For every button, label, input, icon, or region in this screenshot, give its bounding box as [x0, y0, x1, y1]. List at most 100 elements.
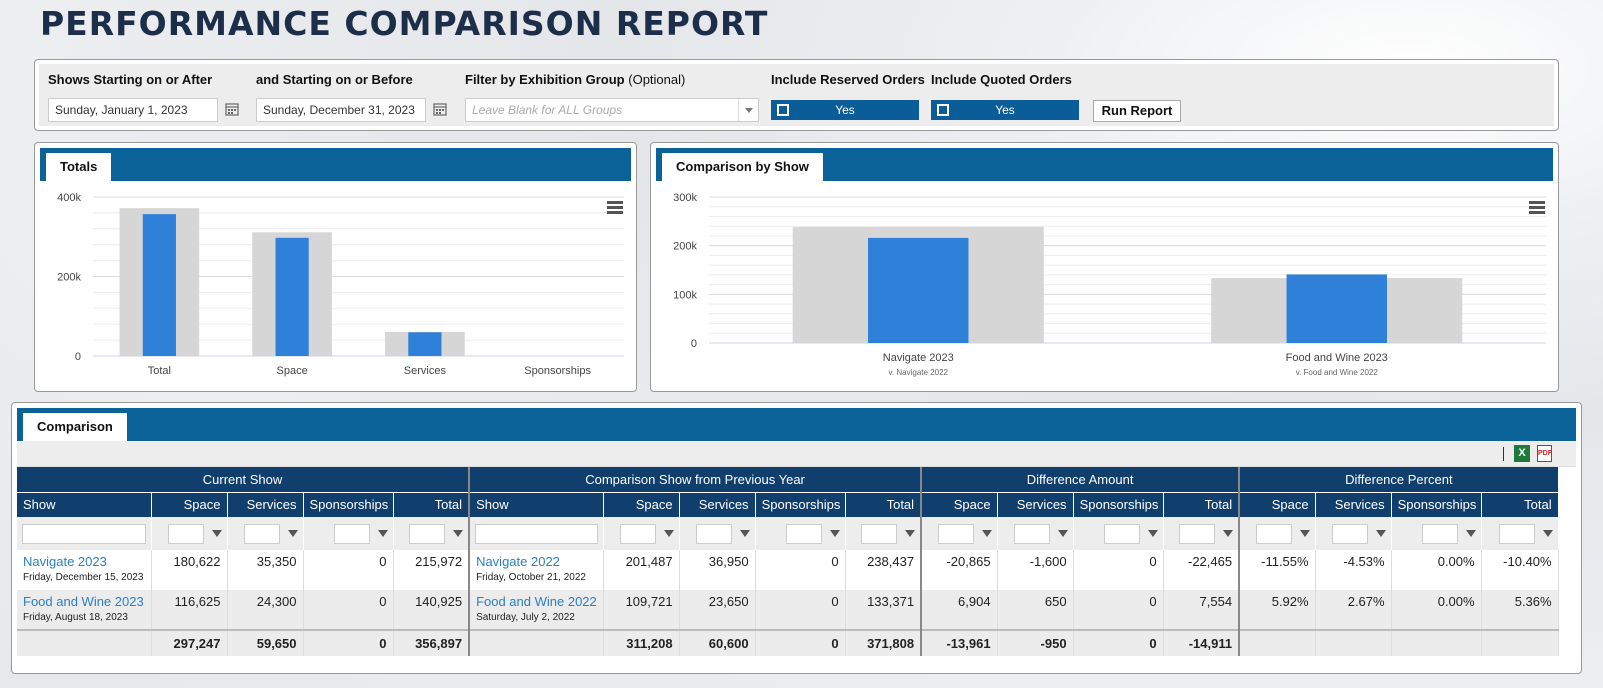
column-header-total[interactable]: Total [1481, 491, 1559, 517]
start-date-input[interactable]: Sunday, January 1, 2023 [48, 98, 218, 122]
numeric-filter-input[interactable] [333, 523, 370, 544]
total-cell: 60,600 [679, 629, 756, 656]
excel-export-icon[interactable]: X [1514, 445, 1530, 462]
filter-funnel-icon[interactable] [1375, 530, 1386, 537]
numeric-filter-input[interactable] [695, 523, 732, 544]
numeric-filter-input[interactable] [1255, 523, 1292, 544]
numeric-filter-input[interactable] [409, 523, 446, 544]
column-header-show[interactable]: Show [17, 491, 152, 517]
y-tick-label: 300k [673, 192, 697, 204]
filter-funnel-icon[interactable] [1465, 530, 1476, 537]
y-tick-label: 400k [57, 192, 81, 204]
column-header-services[interactable]: Services [997, 491, 1074, 517]
numeric-filter-input[interactable] [785, 523, 822, 544]
tab-comparison-by-show[interactable]: Comparison by Show [662, 153, 823, 181]
numeric-filter-input[interactable] [1421, 523, 1458, 544]
filter-funnel-icon[interactable] [663, 530, 674, 537]
column-header-services[interactable]: Services [1315, 491, 1392, 517]
numeric-filter-input[interactable] [167, 523, 204, 544]
show-filter-input[interactable] [475, 523, 598, 544]
column-header-show[interactable]: Show [468, 491, 604, 517]
total-cell [17, 629, 152, 656]
filter-funnel-icon[interactable] [453, 530, 464, 537]
numeric-filter-input[interactable] [1013, 523, 1050, 544]
column-header-sponsorships[interactable]: Sponsorships [1073, 491, 1164, 517]
total-cell [468, 629, 604, 656]
filter-funnel-icon[interactable] [1223, 530, 1234, 537]
filter-funnel-icon[interactable] [905, 530, 916, 537]
quoted-orders-value: Yes [995, 103, 1015, 117]
column-header-total[interactable]: Total [845, 491, 922, 517]
difference-cell: 650 [997, 590, 1074, 630]
filter-funnel-icon[interactable] [981, 530, 992, 537]
quoted-orders-toggle[interactable]: Yes [931, 100, 1079, 120]
column-header-sponsorships[interactable]: Sponsorships [1391, 491, 1482, 517]
filter-funnel-icon[interactable] [211, 530, 222, 537]
filter-funnel-icon[interactable] [1542, 530, 1553, 537]
show-link[interactable]: Navigate 2023 [23, 554, 107, 569]
y-tick-label: 200k [673, 241, 697, 253]
column-header-sponsorships[interactable]: Sponsorships [303, 491, 394, 517]
column-header-services[interactable]: Services [679, 491, 756, 517]
filter-funnel-icon[interactable] [1299, 530, 1310, 537]
column-header-total[interactable]: Total [1163, 491, 1240, 517]
show-filter-input[interactable] [22, 523, 146, 544]
y-tick-label: 0 [691, 338, 697, 350]
calendar-icon[interactable] [433, 102, 447, 116]
filter-funnel-icon[interactable] [287, 530, 298, 537]
column-header-space[interactable]: Space [151, 491, 228, 517]
filter-cell [1315, 517, 1392, 550]
show-cell: Navigate 2022 Friday, October 21, 2022 [468, 550, 604, 590]
column-header-sponsorships[interactable]: Sponsorships [755, 491, 846, 517]
show-link[interactable]: Food and Wine 2022 [476, 594, 597, 609]
numeric-filter-input[interactable] [1331, 523, 1368, 544]
group-filter-select[interactable]: Leave Blank for ALL Groups [465, 98, 759, 122]
group-filter-label-text: Filter by Exhibition Group [465, 72, 625, 87]
filter-cell [393, 517, 470, 550]
numeric-filter-input[interactable] [619, 523, 656, 544]
reserved-orders-toggle[interactable]: Yes [771, 100, 919, 120]
filter-funnel-icon[interactable] [829, 530, 840, 537]
value-cell: 0 [755, 590, 846, 630]
percent-cell: -11.55% [1238, 550, 1316, 590]
filter-funnel-icon[interactable] [739, 530, 750, 537]
numeric-filter-input[interactable] [1179, 523, 1216, 544]
filter-funnel-icon[interactable] [1057, 530, 1068, 537]
total-cell: 371,808 [845, 629, 922, 656]
tab-totals[interactable]: Totals [46, 153, 112, 181]
filter-cell [1481, 517, 1559, 550]
filter-cell [1391, 517, 1482, 550]
calendar-icon[interactable] [225, 102, 239, 116]
chart-menu-icon[interactable] [607, 201, 623, 215]
show-link[interactable]: Navigate 2022 [476, 554, 560, 569]
column-header-space[interactable]: Space [920, 491, 998, 517]
chart-menu-icon[interactable] [1529, 201, 1545, 215]
column-header-total[interactable]: Total [393, 491, 470, 517]
numeric-filter-input[interactable] [1498, 523, 1535, 544]
run-report-button[interactable]: Run Report [1093, 100, 1181, 122]
reserved-orders-label: Include Reserved Orders [771, 72, 925, 87]
value-cell: 35,350 [227, 550, 304, 590]
numeric-filter-input[interactable] [861, 523, 898, 544]
value-cell: 109,721 [603, 590, 680, 630]
quoted-orders-label: Include Quoted Orders [931, 72, 1072, 87]
column-header-services[interactable]: Services [227, 491, 304, 517]
toolbar-divider [1503, 447, 1504, 461]
group-header-current-show: Current Show [17, 467, 470, 492]
numeric-filter-input[interactable] [243, 523, 280, 544]
tab-comparison[interactable]: Comparison [23, 413, 127, 441]
column-header-space[interactable]: Space [1238, 491, 1316, 517]
chevron-down-icon[interactable] [738, 99, 758, 121]
end-date-input[interactable]: Sunday, December 31, 2023 [256, 98, 426, 122]
filter-funnel-icon[interactable] [1147, 530, 1158, 537]
show-link[interactable]: Food and Wine 2023 [23, 594, 144, 609]
filter-funnel-icon[interactable] [377, 530, 388, 537]
pdf-export-icon[interactable]: PDF [1537, 445, 1552, 462]
numeric-filter-input[interactable] [937, 523, 974, 544]
column-header-space[interactable]: Space [603, 491, 680, 517]
percent-cell: 5.36% [1481, 590, 1559, 630]
percent-cell: 0.00% [1391, 550, 1482, 590]
table-row: Navigate 2023 Friday, December 15, 2023 18… [17, 550, 1559, 590]
numeric-filter-input[interactable] [1103, 523, 1140, 544]
value-cell: 24,300 [227, 590, 304, 630]
